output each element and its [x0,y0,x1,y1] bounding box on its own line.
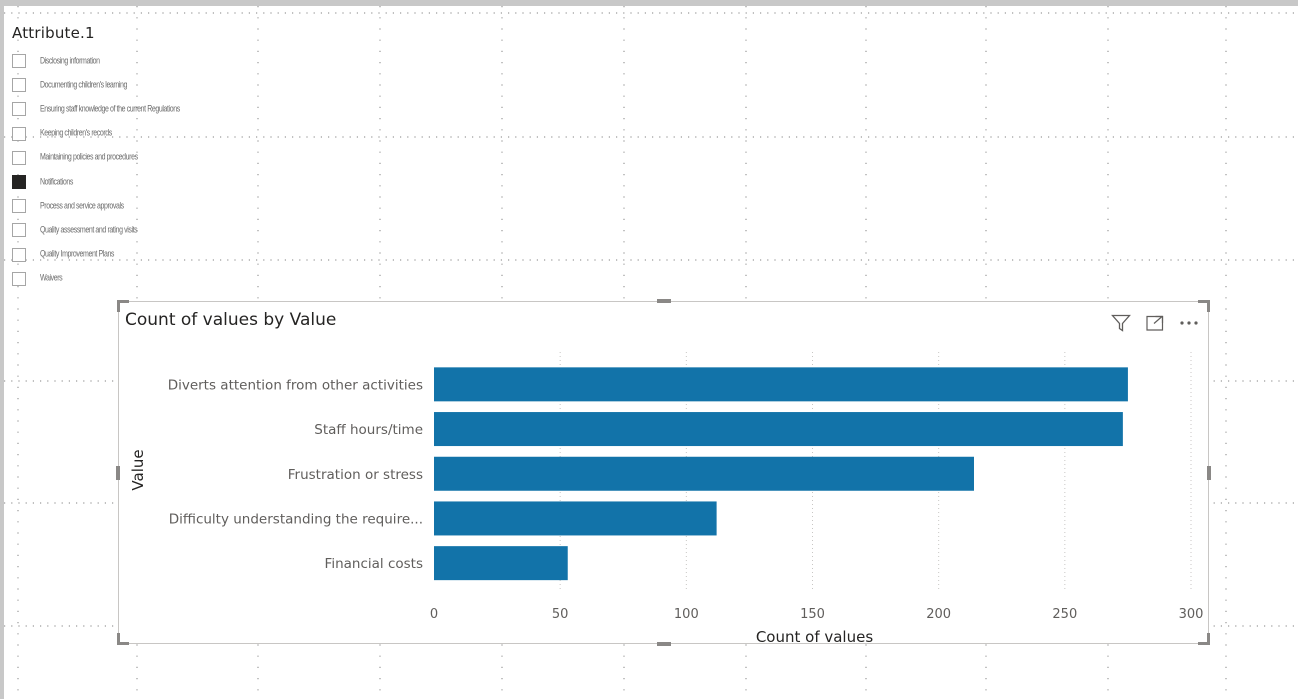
bar[interactable] [434,412,1123,447]
slicer-item[interactable]: Quality Improvement Plans [12,243,312,267]
report-canvas: Attribute.1 Disclosing information Docume… [4,6,1298,699]
checkbox[interactable] [12,78,26,93]
x-tick-label: 0 [430,607,438,622]
checkbox[interactable] [12,271,26,286]
slicer-item-list: Disclosing information Documenting childr… [12,49,312,291]
visual-header-icons [1108,312,1202,334]
slicer-item[interactable]: Quality assessment and rating visits [12,218,312,242]
slicer-item[interactable]: Notifications [12,170,312,194]
slicer-item-label: Maintaining policies and procedures [40,153,138,163]
slicer-item-label: Quality assessment and rating visits [40,226,138,235]
checkbox-checked[interactable] [12,175,26,190]
checkbox[interactable] [12,150,26,165]
more-options-icon[interactable] [1176,312,1202,334]
slicer-item-label: Ensuring staff knowledge of the current … [40,105,180,114]
checkbox[interactable] [12,199,26,214]
slicer-item-label: Process and service approvals [40,201,124,211]
y-category-label: Diverts attention from other activities [168,377,423,393]
x-tick-label: 50 [552,607,569,622]
focus-mode-icon[interactable] [1142,312,1168,334]
visual-title: Count of values by Value [125,310,337,330]
resize-corner-top-right[interactable] [1198,300,1210,312]
checkbox[interactable] [12,223,26,238]
resize-handle-right[interactable] [1207,466,1211,480]
y-category-label: Difficulty understanding the require... [169,511,423,527]
slicer-item-label: Waivers [40,274,63,284]
resize-handle-bottom[interactable] [657,642,671,646]
x-axis-title: Count of values [756,628,874,645]
slicer-item-label: Documenting children's learning [40,80,127,90]
bar[interactable] [434,367,1128,402]
resize-corner-top-left[interactable] [117,300,129,312]
slicer-item-label: Quality Improvement Plans [40,250,115,259]
bar[interactable] [434,501,717,536]
filter-icon[interactable] [1108,312,1134,334]
x-tick-label: 150 [800,607,825,622]
slicer-item-label: Notifications [40,177,73,187]
attribute-slicer[interactable]: Attribute.1 Disclosing information Docume… [12,24,312,291]
resize-handle-top[interactable] [657,299,671,303]
x-tick-label: 250 [1052,607,1077,622]
x-tick-label: 200 [926,607,951,622]
checkbox[interactable] [12,54,26,69]
y-category-label: Financial costs [325,556,423,572]
slicer-item[interactable]: Maintaining policies and procedures [12,146,312,170]
y-axis-title: Value [129,449,147,490]
slicer-item[interactable]: Process and service approvals [12,194,312,218]
bar[interactable] [434,456,974,491]
slicer-item-label: Disclosing information [40,56,100,66]
slicer-item[interactable]: Waivers [12,267,312,291]
bar[interactable] [434,546,568,581]
y-category-label: Staff hours/time [314,422,423,438]
resize-handle-left[interactable] [116,466,120,480]
checkbox[interactable] [12,102,26,117]
x-tick-label: 300 [1179,607,1204,622]
x-tick-label: 100 [674,607,699,622]
resize-corner-bottom-right[interactable] [1198,633,1210,645]
resize-corner-bottom-left[interactable] [117,633,129,645]
y-category-label: Frustration or stress [288,467,423,483]
slicer-item[interactable]: Documenting children's learning [12,73,312,97]
slicer-title: Attribute.1 [12,24,95,42]
slicer-item[interactable]: Keeping children's records [12,122,312,146]
slicer-item-label: Keeping children's records [40,129,112,139]
slicer-item[interactable]: Disclosing information [12,49,312,73]
bar-chart: 0 50 100 150 200 250 300 Diverts attention from… [129,352,1204,645]
bar-chart-visual[interactable]: 0 50 100 150 200 250 300 Diverts attention from… [116,299,1211,646]
slicer-item[interactable]: Ensuring staff knowledge of the current … [12,97,312,121]
checkbox[interactable] [12,126,26,141]
checkbox[interactable] [12,247,26,262]
